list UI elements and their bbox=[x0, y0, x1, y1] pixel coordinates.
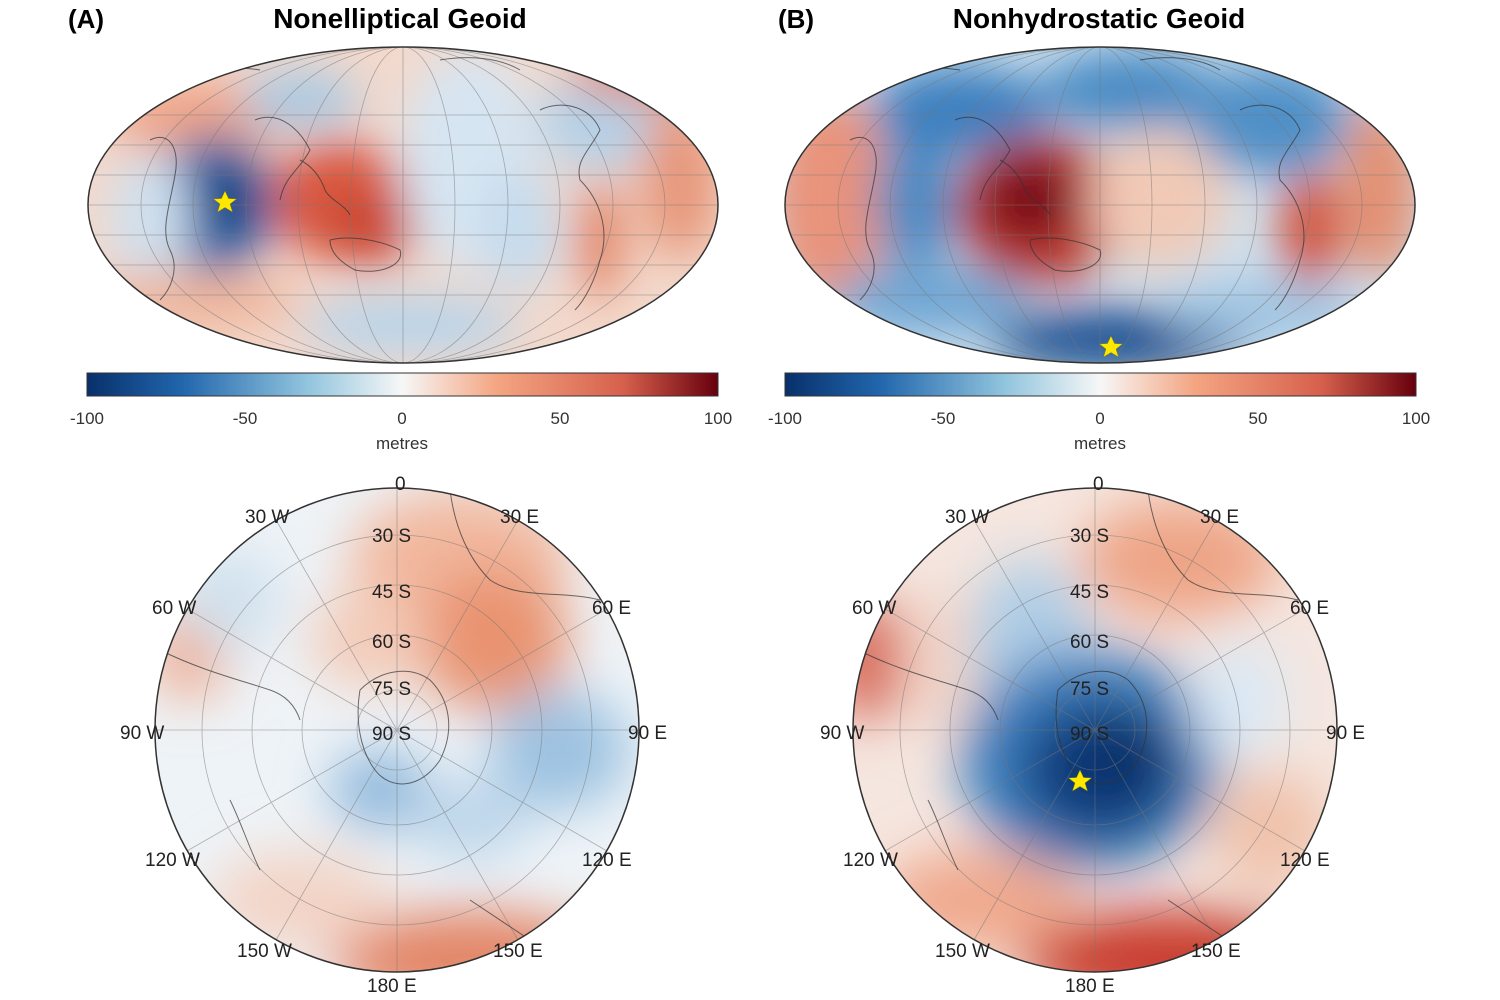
colorbar-tick: -50 bbox=[931, 409, 956, 428]
polar-label-150e: 150 E bbox=[493, 941, 543, 962]
polar-label-30w: 30 W bbox=[945, 507, 989, 528]
polar-label-0: 0 bbox=[395, 474, 406, 495]
polar-label-90w: 90 W bbox=[120, 723, 164, 744]
colorbar-tick: 0 bbox=[1095, 409, 1104, 428]
polar-label-0: 0 bbox=[1093, 474, 1104, 495]
polar-label-60e: 60 E bbox=[1290, 598, 1329, 619]
polar-label-120e: 120 E bbox=[582, 850, 632, 871]
polar-label-120w: 120 W bbox=[145, 850, 200, 871]
polar-label-30e: 30 E bbox=[500, 507, 539, 528]
polar-label-90w: 90 W bbox=[820, 723, 864, 744]
colorbar-tick: 0 bbox=[397, 409, 406, 428]
polar-frame bbox=[852, 487, 1338, 973]
colorbar-tick: -100 bbox=[768, 409, 802, 428]
map-frame bbox=[87, 46, 719, 364]
polar-label-60e: 60 E bbox=[592, 598, 631, 619]
polar-label-60w: 60 W bbox=[852, 598, 896, 619]
polar-label-120w: 120 W bbox=[843, 850, 898, 871]
polar-label-30w: 30 W bbox=[245, 507, 289, 528]
polar-label-150w: 150 W bbox=[935, 941, 990, 962]
colorbar-tick: 100 bbox=[704, 409, 732, 428]
colorbar-tick: 50 bbox=[1249, 409, 1268, 428]
colorbar bbox=[784, 372, 1417, 397]
lat-label-90s: 90 S bbox=[372, 724, 411, 745]
polar-label-90e: 90 E bbox=[628, 723, 667, 744]
polar-label-180e: 180 E bbox=[1065, 976, 1115, 997]
star-marker bbox=[1067, 769, 1093, 792]
star-marker bbox=[1098, 335, 1124, 358]
lat-label-45s: 45 S bbox=[1070, 582, 1109, 603]
polar-label-180e: 180 E bbox=[367, 976, 417, 997]
polar-label-60w: 60 W bbox=[152, 598, 196, 619]
panel-b: (B) Nonhydrostatic Geoid bbox=[700, 0, 1450, 1000]
star-marker bbox=[212, 190, 238, 213]
lat-label-30s: 30 S bbox=[372, 526, 411, 547]
colorbar bbox=[86, 372, 719, 397]
panel-b-figure: (B) Nonhydrostatic Geoid bbox=[768, 3, 1430, 997]
panel-title: Nonelliptical Geoid bbox=[273, 3, 527, 34]
colorbar-tick: 100 bbox=[1402, 409, 1430, 428]
panel-letter: (B) bbox=[778, 4, 814, 34]
panel-title: Nonhydrostatic Geoid bbox=[953, 3, 1245, 34]
colorbar-unit: metres bbox=[376, 434, 428, 453]
polar-label-120e: 120 E bbox=[1280, 850, 1330, 871]
lat-label-75s: 75 S bbox=[1070, 679, 1109, 700]
polar-geoid-map bbox=[155, 488, 639, 972]
polar-label-150e: 150 E bbox=[1191, 941, 1241, 962]
lat-label-45s: 45 S bbox=[372, 582, 411, 603]
colorbar-unit: metres bbox=[1074, 434, 1126, 453]
lat-label-30s: 30 S bbox=[1070, 526, 1109, 547]
map-frame bbox=[784, 46, 1416, 364]
polar-label-30e: 30 E bbox=[1200, 507, 1239, 528]
colorbar-tick: -50 bbox=[233, 409, 258, 428]
lat-label-90s: 90 S bbox=[1070, 724, 1109, 745]
polar-label-90e: 90 E bbox=[1326, 723, 1365, 744]
global-geoid-map bbox=[88, 47, 718, 363]
colorbar-tick: -100 bbox=[70, 409, 104, 428]
panel-a: (A) Nonelliptical Geoid bbox=[68, 3, 732, 997]
polar-label-150w: 150 W bbox=[237, 941, 292, 962]
global-geoid-map bbox=[785, 47, 1415, 363]
panel-letter: (A) bbox=[68, 4, 104, 34]
panel-a-figure: (A) Nonelliptical Geoid bbox=[68, 3, 732, 997]
lat-label-75s: 75 S bbox=[372, 679, 411, 700]
colorbar-tick: 50 bbox=[551, 409, 570, 428]
lat-label-60s: 60 S bbox=[372, 632, 411, 653]
lat-label-60s: 60 S bbox=[1070, 632, 1109, 653]
polar-frame bbox=[154, 487, 640, 973]
